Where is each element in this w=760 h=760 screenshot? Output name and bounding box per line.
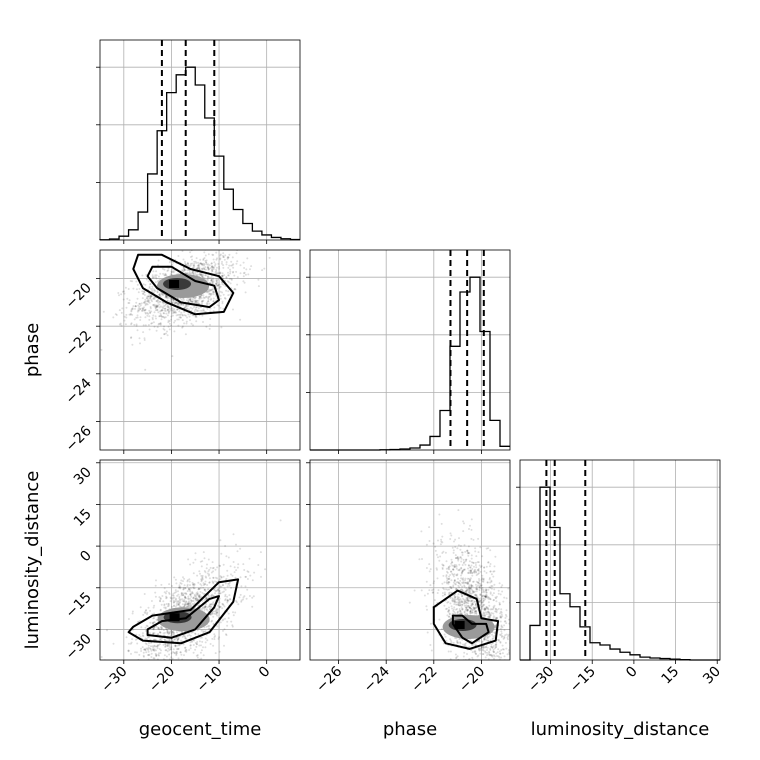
x-tick-label: 15 <box>658 664 682 688</box>
y-tick-label: −30 <box>63 631 95 663</box>
y-axis-label-phase: phase <box>22 323 43 377</box>
x-axis-label-geocent-time: geocent_time <box>139 719 262 740</box>
y-axis-label-luminosity-distance: luminosity_distance <box>22 471 43 650</box>
joint-phase-vs-luminosity-distance: −26 −24 −22 −20 <box>306 459 511 696</box>
y-tick-label: −22 <box>63 328 95 360</box>
joint-geocent-time-vs-luminosity-distance: −30 −20 −10 0 −30 −15 0 15 30 <box>63 459 301 696</box>
y-tick-label: −15 <box>63 589 95 621</box>
x-tick-label: −30 <box>525 664 557 696</box>
x-tick-label: 0 <box>623 664 641 682</box>
histogram-luminosity-distance: −30 −15 0 15 30 <box>516 459 724 696</box>
x-tick-label: −22 <box>408 664 440 696</box>
x-tick-label: 0 <box>256 664 274 682</box>
x-axis-label-luminosity-distance: luminosity_distance <box>531 719 710 740</box>
contour-level-2 <box>432 589 500 650</box>
y-tick-label: 0 <box>77 548 95 566</box>
posterior-samples <box>100 519 282 660</box>
density-core <box>157 273 210 298</box>
x-tick-label: −10 <box>194 664 226 696</box>
x-tick-label: −20 <box>146 664 178 696</box>
x-tick-label: −30 <box>98 664 130 696</box>
contour-level-2 <box>127 578 240 645</box>
y-tick-label: −20 <box>63 280 95 312</box>
histogram-step <box>310 276 510 451</box>
histogram-phase <box>306 249 511 454</box>
contour-level-2 <box>132 253 235 316</box>
histogram-step <box>99 66 300 241</box>
joint-geocent-time-vs-phase: −26 −24 −22 −20 <box>63 249 301 455</box>
histogram-geocent-time <box>96 39 301 244</box>
y-tick-label: 30 <box>71 464 95 488</box>
y-tick-label: −24 <box>63 375 95 407</box>
x-tick-label: −20 <box>456 664 488 696</box>
contour-level-1 <box>146 595 220 639</box>
y-tick-label: 15 <box>71 506 95 530</box>
y-tick-label: −26 <box>63 423 95 455</box>
x-tick-label: −26 <box>313 663 345 695</box>
x-tick-label: −15 <box>567 664 599 696</box>
contour-level-1 <box>146 265 220 309</box>
x-axis-label-phase: phase <box>383 719 437 740</box>
histogram-step <box>520 486 720 661</box>
contour-level-1 <box>451 614 490 645</box>
x-tick-label: −24 <box>361 663 393 695</box>
x-tick-label: 30 <box>700 664 724 688</box>
